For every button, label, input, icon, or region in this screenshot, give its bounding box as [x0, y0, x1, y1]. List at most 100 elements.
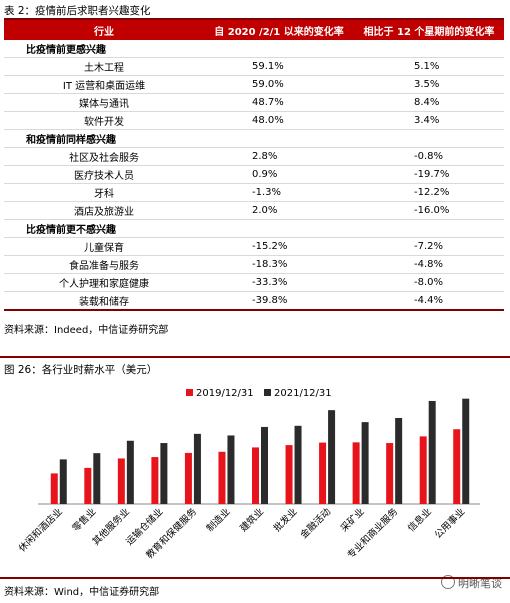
table-row: 媒体与通讯 48.7% 8.4% [4, 93, 504, 112]
change-since-cell: 48.0% [204, 111, 354, 130]
bar-2019 [352, 442, 360, 504]
interest-table: 行业 自 2020 /2/1 以来的变化率 相比于 12 个星期前的变化率 比疫… [4, 18, 504, 311]
wechat-icon [441, 575, 455, 589]
bar-2019 [386, 443, 394, 504]
table-row: 酒店及旅游业 2.0% -16.0% [4, 201, 504, 220]
bar-2019 [117, 458, 125, 504]
table-row: IT 运营和桌面运维 59.0% 3.5% [4, 75, 504, 94]
table-row: 儿童保育 -15.2% -7.2% [4, 237, 504, 256]
bar-2019 [453, 429, 461, 504]
section-row: 和疫情前同样感兴趣 [4, 129, 504, 148]
legend-swatch [264, 389, 271, 396]
bar-2021 [126, 440, 134, 504]
change-12w-cell: -4.8% [354, 255, 504, 274]
divider [0, 577, 510, 579]
table-row: 食品准备与服务 -18.3% -4.8% [4, 255, 504, 274]
category-label: 休闲和酒店业 [16, 506, 65, 555]
change-since-cell: 59.0% [204, 75, 354, 94]
bar-2019 [319, 442, 327, 504]
bar-2019 [50, 473, 58, 504]
change-since-cell: 0.9% [204, 165, 354, 184]
bar-2021 [93, 453, 101, 504]
change-12w-cell: 5.1% [354, 57, 504, 76]
table-row: 牙科 -1.3% -12.2% [4, 183, 504, 202]
industry-cell: 酒店及旅游业 [4, 201, 204, 220]
industry-cell: 医疗技术人员 [4, 165, 204, 184]
industry-cell: 个人护理和家庭健康 [4, 273, 204, 292]
change-since-cell: 48.7% [204, 93, 354, 112]
section-title: 比疫情前更感兴趣 [4, 40, 504, 58]
change-12w-cell: 3.4% [354, 111, 504, 130]
industry-cell: 食品准备与服务 [4, 255, 204, 274]
change-12w-cell: -12.2% [354, 183, 504, 202]
category-label: 零售业 [70, 506, 99, 535]
change-12w-cell: -0.8% [354, 147, 504, 166]
industry-cell: 软件开发 [4, 111, 204, 130]
change-12w-cell: 8.4% [354, 93, 504, 112]
bar-2019 [252, 447, 259, 504]
bar-2021 [227, 435, 235, 504]
chart-caption: 图 26：各行业时薪水平（美元） [4, 364, 158, 376]
legend-label: 2021/12/31 [274, 388, 332, 399]
change-12w-cell: -4.4% [354, 291, 504, 311]
bar-2021 [361, 422, 369, 504]
table-row: 软件开发 48.0% 3.4% [4, 111, 504, 130]
category-label: 批发业 [271, 506, 300, 535]
change-since-cell: 2.8% [204, 147, 354, 166]
change-since-cell: -39.8% [204, 291, 354, 311]
change-12w-cell: -19.7% [354, 165, 504, 184]
table-row: 医疗技术人员 0.9% -19.7% [4, 165, 504, 184]
bar-2021 [261, 426, 268, 504]
change-12w-cell: -7.2% [354, 237, 504, 256]
bar-2019 [419, 436, 427, 504]
category-label: 建筑业 [237, 506, 266, 535]
bar-2019 [184, 452, 192, 504]
section-row: 比疫情前更感兴趣 [4, 40, 504, 58]
category-label: 信息业 [405, 506, 434, 535]
industry-cell: 土木工程 [4, 57, 204, 76]
industry-cell: 儿童保育 [4, 237, 204, 256]
table-row: 装载和储存 -39.8% -4.4% [4, 291, 504, 311]
change-since-cell: 59.1% [204, 57, 354, 76]
section-title: 和疫情前同样感兴趣 [4, 129, 504, 148]
bar-2021 [395, 417, 403, 504]
change-12w-cell: 3.5% [354, 75, 504, 94]
change-since-cell: -1.3% [204, 183, 354, 202]
bar-2019 [84, 467, 92, 504]
header-change-12w: 相比于 12 个星期前的变化率 [354, 18, 504, 40]
bar-2021 [328, 410, 336, 504]
header-industry: 行业 [4, 18, 204, 40]
bar-2021 [462, 398, 470, 504]
bar-2021 [160, 443, 168, 504]
table-source: 资料来源：Indeed，中信证券研究部 [4, 325, 169, 336]
industry-cell: 装载和储存 [4, 291, 204, 311]
watermark: 明晰笔谈 [441, 575, 502, 591]
chart-source: 资料来源：Wind，中信证券研究部 [4, 587, 160, 598]
table-caption: 表 2：疫情前后求职者兴趣变化 [4, 5, 151, 17]
industry-cell: 牙科 [4, 183, 204, 202]
category-label: 金融活动 [298, 506, 333, 541]
header-change-since: 自 2020 /2/1 以来的变化率 [204, 18, 354, 40]
legend-swatch [186, 389, 193, 396]
table-row: 社区及社会服务 2.8% -0.8% [4, 147, 504, 166]
change-since-cell: -18.3% [204, 255, 354, 274]
change-12w-cell: -8.0% [354, 273, 504, 292]
change-since-cell: -15.2% [204, 237, 354, 256]
section-row: 比疫情前更不感兴趣 [4, 219, 504, 238]
change-since-cell: -33.3% [204, 273, 354, 292]
bar-2021 [294, 425, 302, 504]
category-label: 公用事业 [432, 506, 467, 541]
legend-label: 2019/12/31 [196, 388, 254, 399]
change-since-cell: 2.0% [204, 201, 354, 220]
table-row: 土木工程 59.1% 5.1% [4, 57, 504, 76]
category-label: 采矿业 [338, 506, 367, 535]
bar-2021 [59, 459, 67, 504]
industry-cell: 社区及社会服务 [4, 147, 204, 166]
change-12w-cell: -16.0% [354, 201, 504, 220]
bar-2019 [151, 457, 159, 504]
divider [0, 356, 510, 358]
table-row: 个人护理和家庭健康 -33.3% -8.0% [4, 273, 504, 292]
industry-cell: 媒体与通讯 [4, 93, 204, 112]
category-label: 制造业 [204, 506, 233, 535]
